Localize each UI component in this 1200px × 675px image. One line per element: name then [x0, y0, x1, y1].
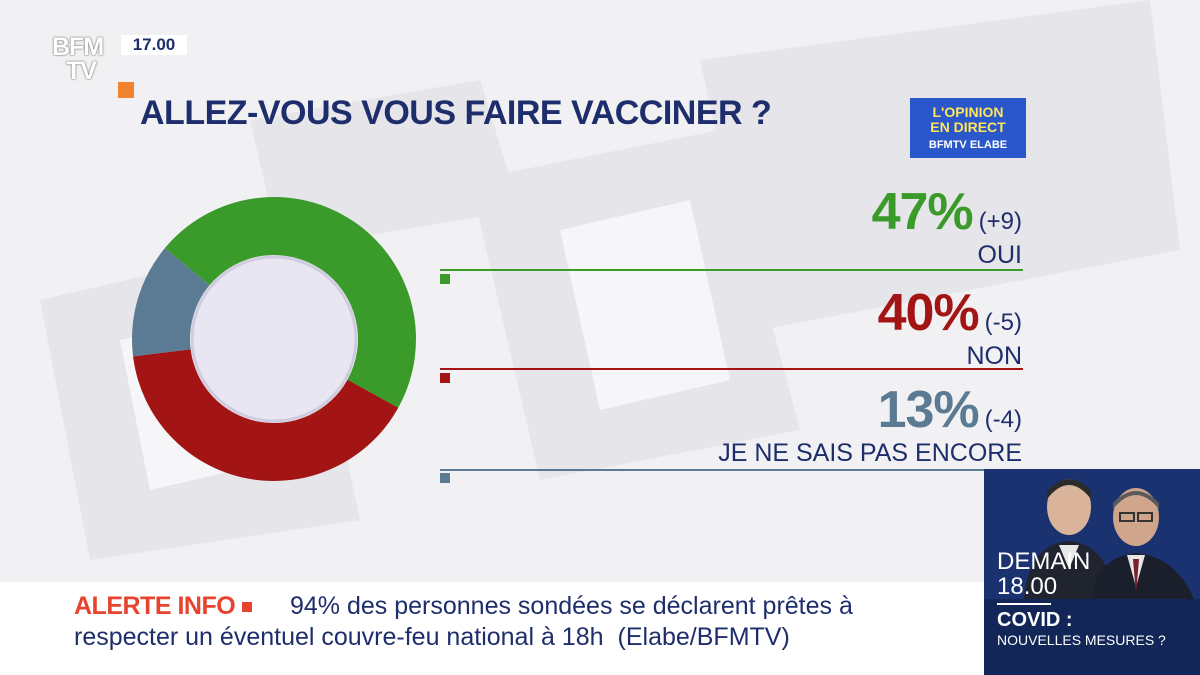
result-non: 40% (-5) NON — [878, 283, 1022, 369]
result-label: OUI — [977, 241, 1022, 269]
logo-bfm: BFM — [52, 33, 104, 61]
promo-topic: COVID : — [997, 609, 1073, 631]
promo-day: DEMAIN — [997, 548, 1091, 575]
donut-chart — [132, 197, 416, 481]
donut-hole — [190, 255, 358, 423]
logo-tv: TV — [66, 57, 97, 85]
result-delta: (-5) — [984, 309, 1022, 336]
result-percentage: 47% — [871, 183, 974, 241]
promo-divider — [997, 603, 1051, 605]
news-ticker — [0, 582, 984, 675]
donut-slice-je-ne-sais-pas-encore — [132, 248, 210, 357]
alert-dot-icon — [242, 602, 253, 613]
presenters-photo — [984, 469, 1200, 599]
logo-orange-square — [118, 82, 134, 98]
time-badge: 17.00 — [121, 35, 187, 55]
result-delta: (-4) — [984, 406, 1022, 433]
badge-line3: BFMTV ELABE — [928, 139, 1008, 151]
ticker-line1: 94% des personnes sondées se déclarent p… — [290, 592, 853, 620]
alerte-info-text: ALERTE INFO — [74, 592, 236, 620]
promo-subtitle: NOUVELLES MESURES ? — [997, 632, 1166, 648]
result-label: NON — [966, 342, 1022, 370]
donut-slice-oui — [164, 197, 416, 408]
result-oui: 47% (+9) OUI — [872, 182, 1022, 268]
program-promo: DEMAIN 18.00 COVID : NOUVELLES MESURES ? — [984, 469, 1200, 675]
poll-question: ALLEZ-VOUS VOUS FAIRE VACCINER ? — [140, 94, 772, 132]
ticker-line2-text: respecter un éventuel couvre-feu nationa… — [74, 623, 604, 651]
divider-oui — [440, 269, 1023, 271]
marker-oui — [440, 274, 450, 284]
divider-ne-sais-pas — [440, 469, 1023, 471]
background-watermark — [40, 0, 1180, 560]
badge-line1: L'OPINION — [932, 104, 1004, 120]
badge-line2: EN DIRECT — [930, 119, 1006, 135]
ticker-source: (Elabe/BFMTV) — [617, 623, 790, 651]
result-ne-sais-pas: 13% (-4) JE NE SAIS PAS ENCORE — [718, 380, 1022, 466]
result-percentage: 40% — [877, 284, 980, 342]
divider-non — [440, 368, 1023, 370]
opinion-en-direct-badge: L'OPINION EN DIRECT BFMTV ELABE — [910, 98, 1026, 158]
donut-slice-non — [133, 349, 399, 481]
result-percentage: 13% — [877, 381, 980, 439]
ticker-line2: respecter un éventuel couvre-feu nationa… — [74, 623, 790, 652]
result-label: JE NE SAIS PAS ENCORE — [718, 439, 1022, 467]
marker-ne-sais-pas — [440, 473, 450, 483]
promo-time: 18.00 — [997, 573, 1058, 600]
marker-non — [440, 373, 450, 383]
result-delta: (+9) — [978, 208, 1022, 235]
alerte-info-label: ALERTE INFO — [74, 592, 253, 621]
bfmtv-logo: BFM TV — [52, 33, 134, 100]
